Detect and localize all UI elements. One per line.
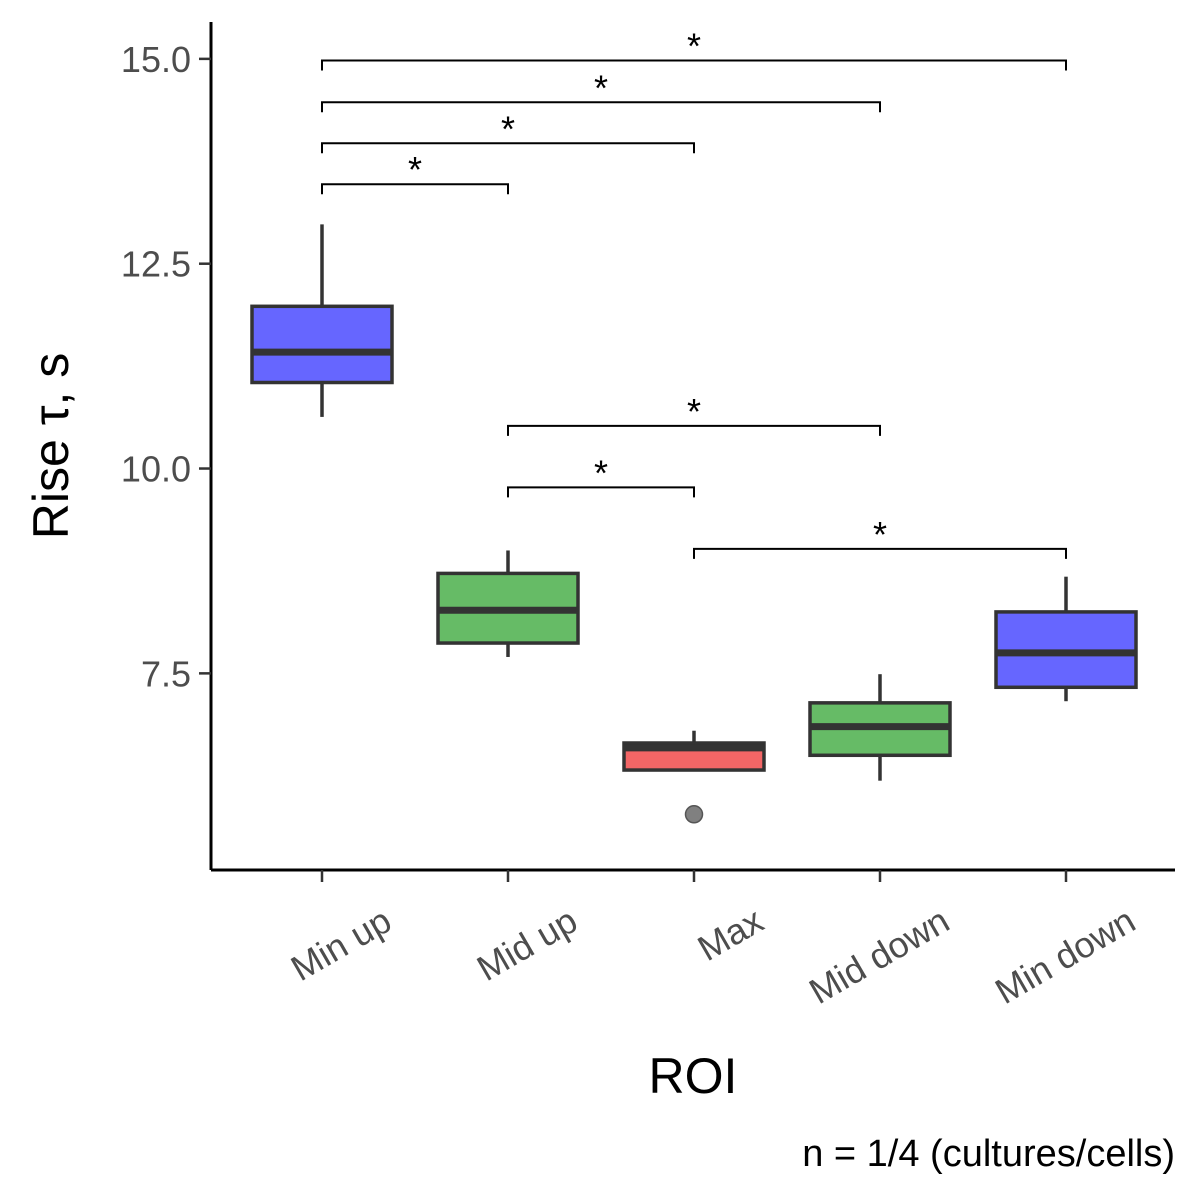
y-axis-title: Rise τ, s	[23, 353, 79, 539]
significance-label: *	[594, 452, 608, 493]
significance-bracket: *	[321, 26, 1067, 71]
significance-bracket: *	[507, 391, 881, 436]
significance-bracket: *	[321, 108, 695, 154]
box-body	[250, 304, 394, 385]
box-mid-up	[436, 550, 580, 657]
bracket-line	[507, 424, 881, 436]
plot-area: * * * * * * *	[250, 26, 1138, 824]
bracket-line	[321, 101, 881, 113]
bracket-line	[693, 547, 1067, 559]
box-min-down	[994, 576, 1138, 702]
x-axis-title: ROI	[649, 1048, 738, 1104]
significance-label: *	[594, 67, 608, 108]
x-tick-label: Min up	[284, 899, 398, 989]
significance-label: *	[687, 26, 701, 67]
x-tick-label: Mid up	[470, 899, 584, 989]
significance-label: *	[408, 149, 422, 190]
significance-bracket: *	[693, 514, 1067, 559]
bracket-line	[321, 59, 1067, 71]
significance-bracket: *	[321, 149, 509, 195]
significance-label: *	[687, 391, 701, 432]
y-tick-label: 10.0	[121, 449, 191, 490]
bracket-line	[321, 142, 695, 154]
significance-bracket: *	[507, 452, 695, 498]
significance-bracket: *	[321, 67, 881, 113]
box-min-up	[250, 224, 394, 417]
x-tick-label: Min down	[988, 899, 1142, 1012]
bracket-line	[321, 183, 509, 195]
axes: 7.5 10.0 12.5 15.0 Min up Mid up Max Mid down Mi…	[121, 22, 1175, 1012]
box-max	[622, 730, 766, 824]
box-mid-down	[808, 674, 952, 781]
x-tick-label: Max	[691, 899, 770, 969]
significance-label: *	[873, 514, 887, 555]
y-tick-label: 12.5	[121, 244, 191, 285]
y-tick-label: 15.0	[121, 39, 191, 80]
bracket-line	[507, 486, 695, 498]
significance-label: *	[501, 108, 515, 149]
y-tick-label: 7.5	[141, 653, 191, 694]
x-tick-label: Mid down	[802, 899, 956, 1012]
outlier-point	[684, 805, 704, 824]
caption: n = 1/4 (cultures/cells)	[802, 1133, 1175, 1175]
